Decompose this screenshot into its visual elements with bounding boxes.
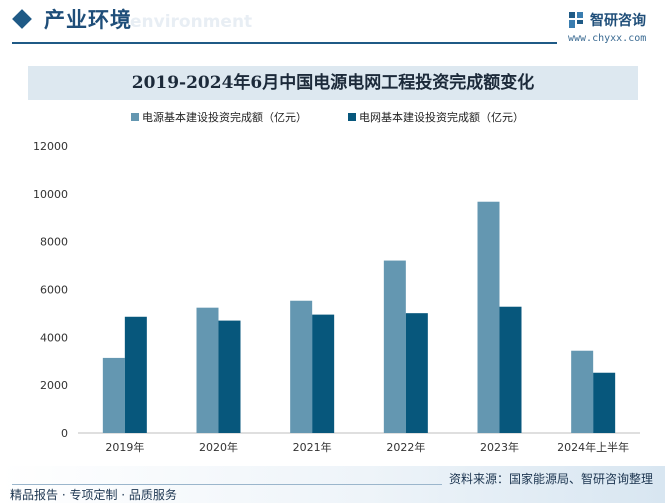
chart-title: 2019-2024年6月中国电源电网工程投资完成额变化	[131, 73, 535, 93]
x-tick-label: 2021年	[293, 440, 332, 454]
bar-power-source	[290, 300, 313, 433]
y-tick-label: 4000	[40, 331, 68, 344]
x-tick-label: 2024年上半年	[557, 440, 629, 454]
source-note: 资料来源：国家能源局、智研咨询整理	[448, 472, 653, 486]
bar-power-grid	[218, 320, 241, 433]
y-tick-label: 2000	[40, 379, 68, 392]
legend-label: 电源基本建设投资完成额（亿元）	[142, 110, 307, 124]
y-tick-label: 12000	[33, 140, 68, 153]
bar-power-grid	[124, 316, 147, 433]
bar-power-source	[196, 307, 219, 433]
y-tick-label: 6000	[40, 284, 68, 297]
header-divider	[12, 42, 557, 44]
bar-power-grid	[312, 314, 335, 433]
legend-swatch	[348, 113, 356, 121]
bar-power-grid	[499, 306, 522, 433]
x-tick-label: 2023年	[480, 440, 519, 454]
section-title: 产业环境	[44, 8, 132, 32]
y-tick-label: 0	[61, 427, 68, 440]
brand-name: 智研咨询	[590, 13, 646, 29]
legend-label: 电网基本建设投资完成额（亿元）	[359, 110, 524, 124]
bar-power-grid	[405, 313, 428, 433]
bar-power-source	[102, 357, 125, 433]
bar-power-source	[571, 350, 594, 433]
y-tick-label: 10000	[33, 188, 68, 201]
bar-power-source	[383, 260, 406, 433]
brand-url[interactable]: www.chyxx.com	[568, 33, 647, 44]
page-footer: 资料来源：国家能源局、智研咨询整理 精品报告 · 专项定制 · 品质服务	[0, 466, 665, 503]
footer-divider	[12, 484, 442, 485]
x-tick-label: 2019年	[105, 440, 144, 454]
chart-title-band: 2019-2024年6月中国电源电网工程投资完成额变化	[28, 66, 638, 100]
bar-power-source	[477, 201, 500, 433]
y-tick-label: 8000	[40, 236, 68, 249]
legend-swatch	[131, 113, 139, 121]
x-tick-label: 2020年	[199, 440, 238, 454]
brand-logo-icon	[569, 12, 583, 28]
section-subtitle: environment	[130, 12, 253, 32]
page-header: environment 产业环境 智研咨询 www.chyxx.com	[0, 0, 665, 46]
footer-slogan: 精品报告 · 专项定制 · 品质服务	[10, 488, 177, 502]
bar-power-grid	[593, 372, 616, 433]
x-tick-label: 2022年	[386, 440, 425, 454]
bar-chart: 0 2000 4000 6000 8000 10000 12000 2019年 2020年 202…	[33, 110, 640, 454]
